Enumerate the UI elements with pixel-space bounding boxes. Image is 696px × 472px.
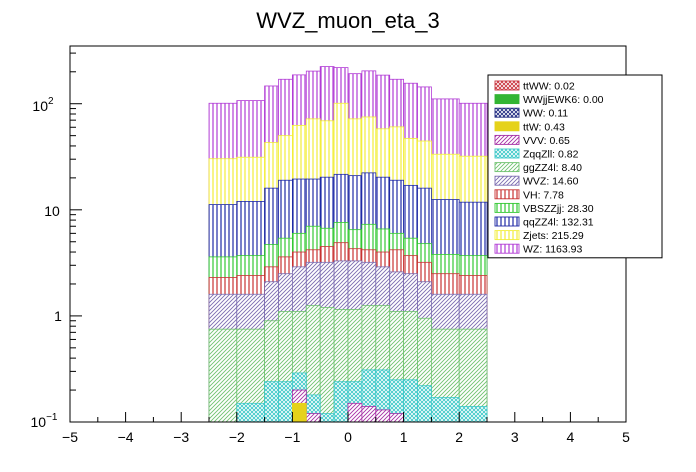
x-axis: −5 −4 −3 −2 −1 0 1 2 3 4 5 xyxy=(62,412,630,445)
x-tick-label: −4 xyxy=(118,429,134,445)
y-axis: 102 10 1 10−1 xyxy=(31,52,82,430)
legend-item-WWjjEWK6: WWjjEWK6: 0.00 xyxy=(494,94,604,106)
legend-swatch xyxy=(494,202,520,213)
x-tick-label: 0 xyxy=(344,429,352,445)
bar-VVV-bin-9 xyxy=(361,406,377,423)
bar-ZqqZll-bin-15 xyxy=(458,406,488,423)
legend-swatch xyxy=(494,189,520,200)
x-tick-label: −1 xyxy=(284,429,300,445)
legend-swatch xyxy=(494,94,520,105)
legend-item-ttWW: ttWW: 0.02 xyxy=(494,80,575,93)
legend-label: ZqqZll: 0.82 xyxy=(523,149,579,161)
legend-label: WZ: 1163.93 xyxy=(523,244,582,256)
y-tick-label-0.1: 10−1 xyxy=(31,412,58,430)
legend-label: ttWW: 0.02 xyxy=(523,81,575,93)
legend-swatch xyxy=(494,80,520,91)
x-tick-label: 5 xyxy=(622,429,630,445)
legend-label: Zjets: 215.29 xyxy=(523,230,584,242)
legend-label: VVV: 0.65 xyxy=(523,135,570,147)
legend-item-ZqqZll: ZqqZll: 0.82 xyxy=(494,148,579,161)
y-tick-label-10: 10 xyxy=(44,203,60,219)
bar-ZqqZll-bin-1 xyxy=(236,402,266,423)
bar-ZqqZll-bin-12 xyxy=(403,379,418,423)
legend-swatch xyxy=(494,134,520,145)
x-tick-label: −2 xyxy=(229,429,245,445)
x-tick-label: −3 xyxy=(173,429,189,445)
legend-item-Zjets: Zjets: 215.29 xyxy=(494,230,584,242)
legend-label: WVZ: 14.60 xyxy=(523,176,579,188)
bar-ggZZ4l-bin-0 xyxy=(208,328,238,423)
legend-label: WWjjEWK6: 0.00 xyxy=(523,94,604,106)
legend-item-ttW: ttW: 0.43 xyxy=(494,121,565,133)
legend-item-WVZ: WVZ: 14.60 xyxy=(494,175,579,188)
legend-item-VH: VH: 7.78 xyxy=(494,189,564,201)
bar-VVV-bin-10 xyxy=(375,409,391,423)
bar-VVV-bin-8 xyxy=(347,402,363,423)
legend-item-qqZZ4l: qqZZ4l: 132.31 xyxy=(494,216,594,229)
legend-swatch xyxy=(494,230,520,241)
bar-ZqqZll-bin-2 xyxy=(264,381,279,423)
legend-swatch xyxy=(494,216,520,227)
x-tick-label: −5 xyxy=(62,429,78,445)
bar-ZqqZll-bin-3 xyxy=(278,381,293,423)
bar-VVV-bin-11 xyxy=(389,413,405,423)
y-tick-label-1: 1 xyxy=(54,308,62,324)
legend-label: ggZZ4l: 8.40 xyxy=(523,162,582,174)
x-tick-label: 3 xyxy=(511,429,519,445)
bar-ggZZ4l-bin-6 xyxy=(319,307,335,423)
histogram-stack xyxy=(208,66,488,423)
legend-swatch xyxy=(494,243,520,254)
legend-swatch xyxy=(494,107,520,118)
legend-swatch xyxy=(494,121,520,132)
legend-label: WW: 0.11 xyxy=(523,108,568,120)
legend-item-VBSZZjj: VBSZZjj: 28.30 xyxy=(494,202,594,215)
legend-item-WW: WW: 0.11 xyxy=(494,107,568,120)
bar-ZqqZll-bin-7 xyxy=(333,381,349,423)
legend-item-ggZZ4l: ggZZ4l: 8.40 xyxy=(494,162,582,174)
legend-item-WZ: WZ: 1163.93 xyxy=(494,243,582,256)
legend-label: VBSZZjj: 28.30 xyxy=(523,203,594,215)
chart-title: WVZ_muon_eta_3 xyxy=(256,8,439,33)
x-tick-label: 2 xyxy=(455,429,463,445)
legend-swatch xyxy=(494,175,520,186)
y-tick-label-100: 102 xyxy=(32,96,54,114)
x-tick-label: 1 xyxy=(400,429,408,445)
legend-label: qqZZ4l: 132.31 xyxy=(523,217,594,229)
series-ttW xyxy=(291,402,307,423)
legend-swatch xyxy=(494,162,520,173)
bar-VVV-bin-5 xyxy=(305,413,321,423)
legend-item-VVV: VVV: 0.65 xyxy=(494,134,570,147)
legend-label: ttW: 0.43 xyxy=(523,121,565,133)
bar-ttW-bin-4 xyxy=(291,402,307,423)
bar-ZqqZll-bin-13 xyxy=(417,385,432,423)
legend-swatch xyxy=(494,148,520,159)
x-tick-label: 4 xyxy=(567,429,575,445)
bar-ZqqZll-bin-14 xyxy=(430,397,460,423)
bar-ZqqZll-bin-6 xyxy=(319,413,335,423)
legend-label: VH: 7.78 xyxy=(523,189,564,201)
